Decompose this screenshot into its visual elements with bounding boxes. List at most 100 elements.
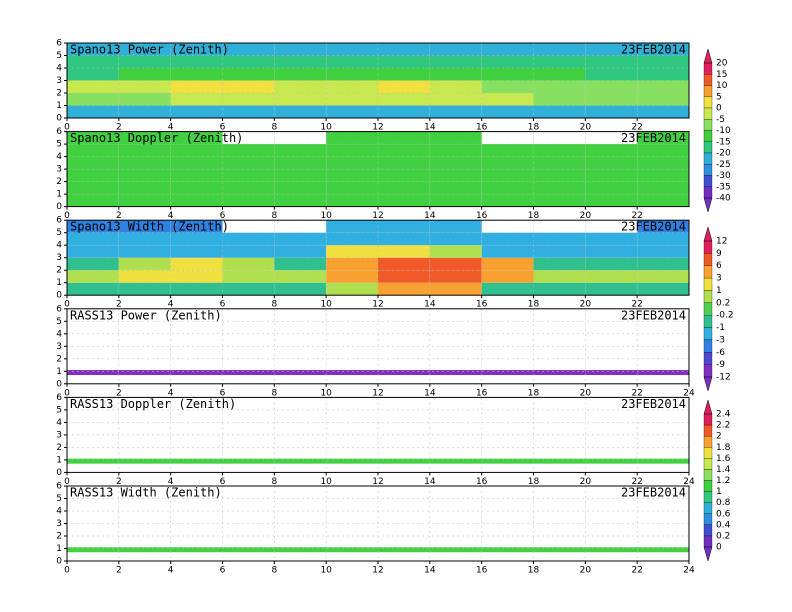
cell <box>378 169 430 182</box>
cell <box>67 131 119 145</box>
cell <box>585 181 638 195</box>
cell <box>533 257 586 271</box>
x-tick-label: 22 <box>631 300 642 310</box>
y-tick-label: 1 <box>56 455 62 465</box>
y-tick-label: 3 <box>56 342 62 352</box>
cell <box>637 144 689 157</box>
colorbar-label: 0.2 <box>716 298 730 308</box>
colorbar-swatch <box>703 436 713 448</box>
cell <box>378 68 430 81</box>
colorbar-swatch <box>703 364 713 378</box>
cell <box>481 156 534 170</box>
cell <box>118 105 171 118</box>
cell <box>67 257 119 271</box>
cell <box>429 245 482 258</box>
cell <box>67 144 119 157</box>
colorbar-swatch <box>703 141 713 154</box>
cell <box>637 458 689 464</box>
colorbar-swatch <box>703 107 713 120</box>
y-tick-label: 5 <box>56 228 62 238</box>
cell <box>637 93 689 106</box>
colorbar-label: 20 <box>716 59 728 69</box>
panel-title: Spano13 Doppler (Zenith) <box>70 131 243 145</box>
cell <box>585 370 638 376</box>
cell <box>481 169 534 182</box>
x-tick-label: 14 <box>424 300 436 310</box>
cell <box>170 270 223 283</box>
x-tick-label: 12 <box>372 123 383 133</box>
colorbar-swatch <box>703 253 713 266</box>
panel-title: Spano13 Width (Zenith) <box>70 220 229 234</box>
y-tick-label: 1 <box>56 190 62 200</box>
cell <box>274 169 327 182</box>
cell <box>585 458 638 464</box>
cell <box>222 458 275 464</box>
cell <box>222 370 275 376</box>
cell <box>326 55 378 68</box>
cell <box>170 156 223 170</box>
cell <box>533 169 586 182</box>
y-tick-label: 0 <box>56 202 62 212</box>
cell <box>170 282 223 296</box>
cell <box>378 80 430 93</box>
cell <box>533 156 586 170</box>
x-tick-label: 12 <box>372 477 383 487</box>
cell <box>67 282 119 296</box>
cell <box>429 220 482 233</box>
colorbar-end <box>703 226 713 242</box>
colorbar-swatch <box>703 96 713 109</box>
cell <box>481 245 534 258</box>
y-tick-label: 6 <box>56 39 62 49</box>
cell <box>170 131 223 145</box>
cell <box>170 68 223 81</box>
cell <box>118 370 171 376</box>
cell <box>429 194 482 207</box>
cell <box>533 55 586 68</box>
cell <box>222 68 275 81</box>
cell <box>533 93 586 106</box>
y-tick-label: 5 <box>56 317 62 327</box>
colorbar-swatch <box>703 513 713 525</box>
cell <box>67 169 119 182</box>
cell <box>533 181 586 195</box>
colorbar-swatch <box>703 290 713 303</box>
colorbar-label: 1 <box>716 487 722 497</box>
colorbar-label: -9 <box>716 360 725 370</box>
x-tick-label: 2 <box>116 477 122 487</box>
cell <box>585 55 638 68</box>
cell <box>378 93 430 106</box>
colorbar-swatch <box>703 152 713 165</box>
cell <box>118 43 171 56</box>
cell <box>637 55 689 68</box>
x-tick-label: 14 <box>424 477 436 487</box>
cell <box>378 105 430 118</box>
cell <box>481 93 534 106</box>
cell <box>533 458 586 464</box>
cell <box>170 43 223 56</box>
cell <box>378 144 430 157</box>
cell <box>170 181 223 195</box>
cell <box>222 169 275 182</box>
cell <box>481 55 534 68</box>
colorbar-swatch <box>703 315 713 328</box>
cell <box>170 220 223 233</box>
colorbar-label: 1 <box>716 286 722 296</box>
cell <box>481 458 534 464</box>
cell <box>585 156 638 170</box>
cell <box>585 169 638 182</box>
y-tick-label: 6 <box>56 127 62 137</box>
cell <box>118 156 171 170</box>
cell <box>170 93 223 106</box>
x-tick-label: 6 <box>220 566 226 576</box>
cell <box>326 245 378 258</box>
cell <box>222 43 275 56</box>
x-tick-label: 18 <box>528 211 540 221</box>
cell <box>222 55 275 68</box>
cell <box>274 282 327 296</box>
colorbar-swatch <box>703 74 713 86</box>
cell <box>429 257 482 271</box>
cell <box>326 93 378 106</box>
cell <box>326 144 378 157</box>
cell <box>170 458 223 464</box>
x-tick-label: 18 <box>528 477 540 487</box>
